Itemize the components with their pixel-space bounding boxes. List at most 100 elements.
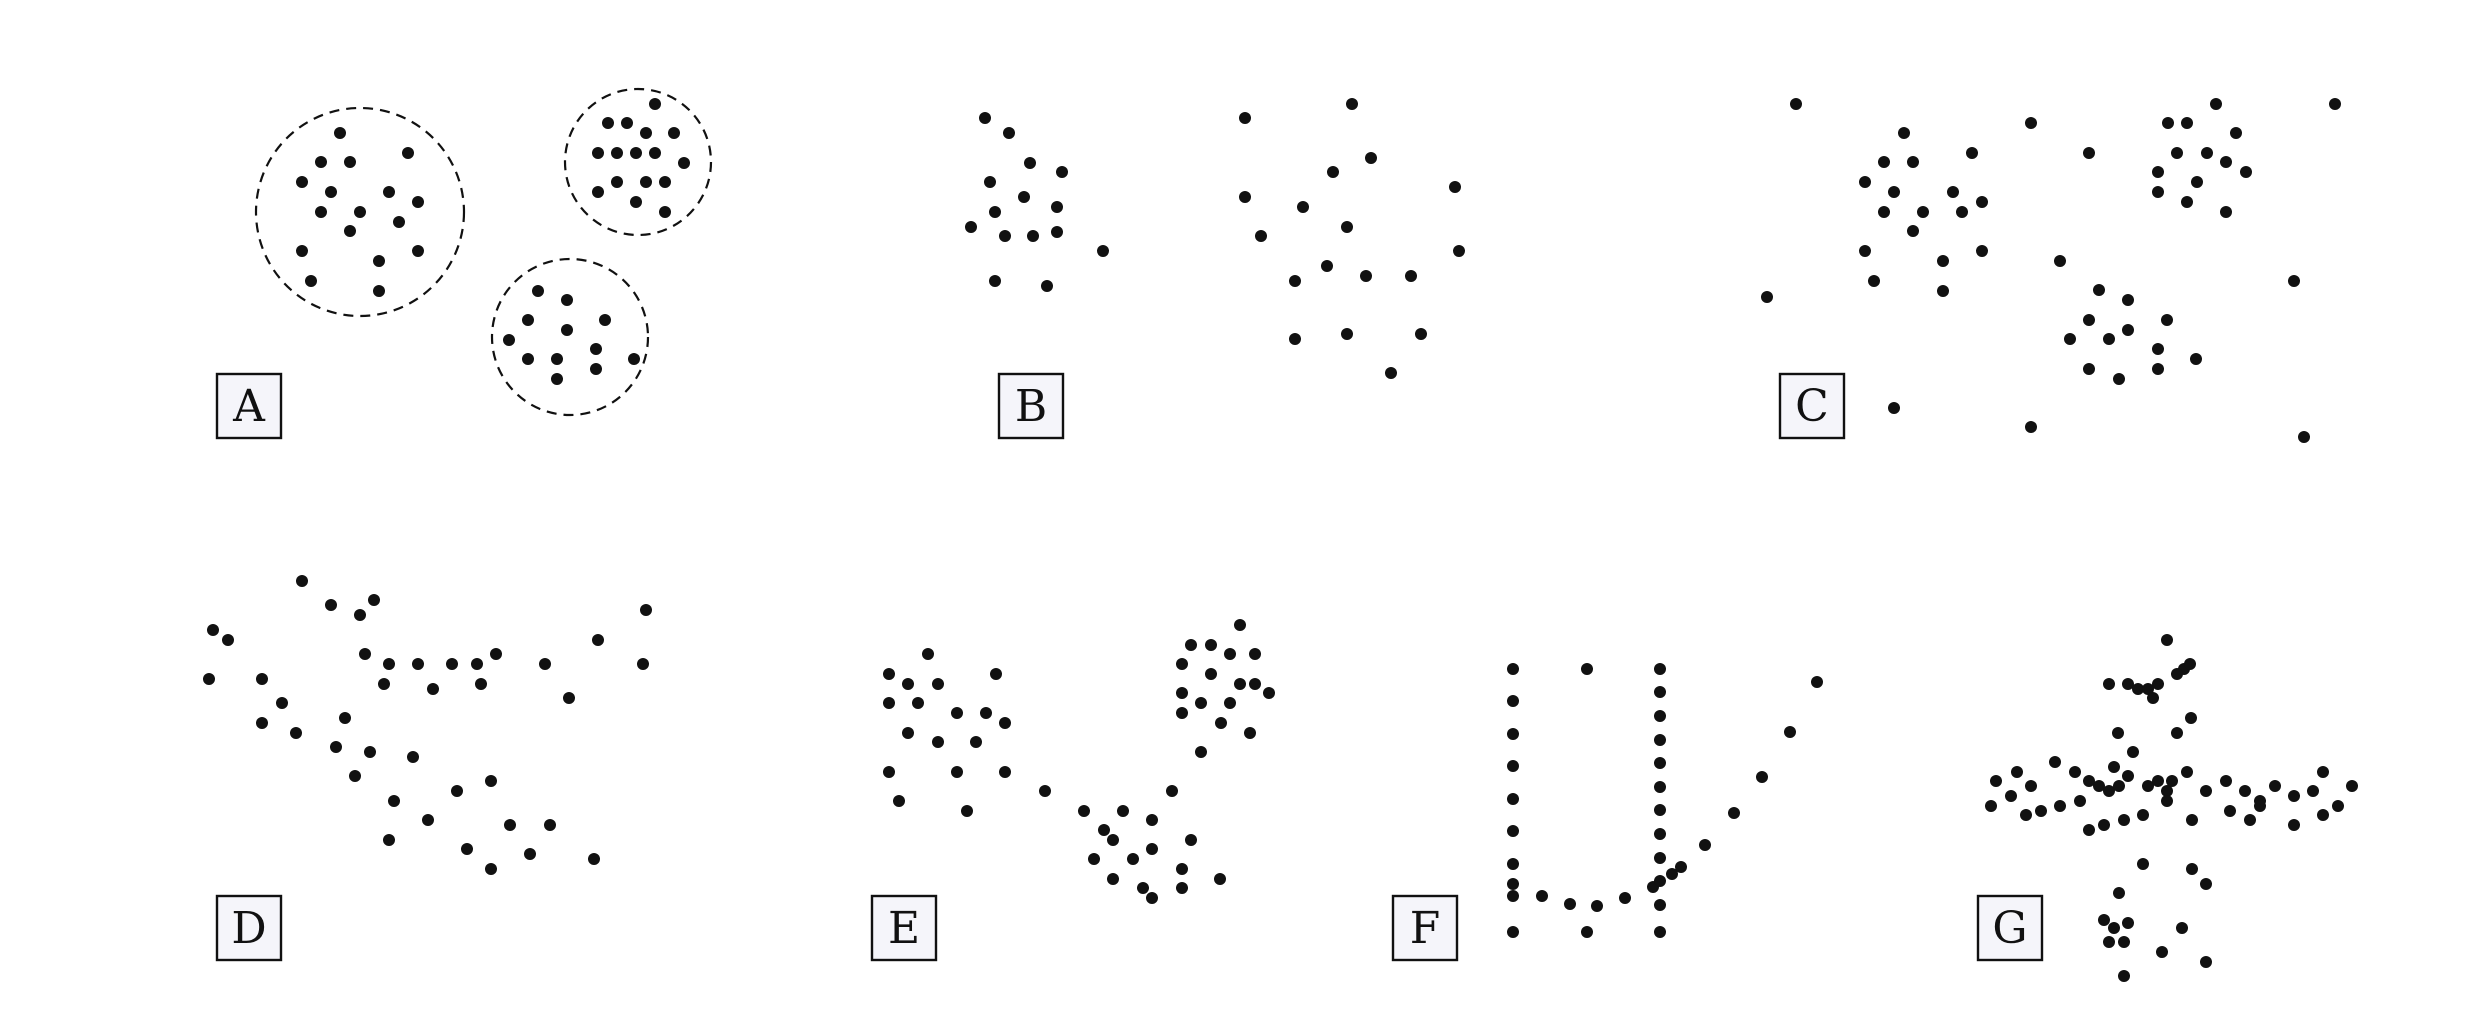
data-point [599, 314, 611, 326]
cluster-outline [490, 257, 650, 417]
data-point [354, 609, 366, 621]
panel-f: F [1391, 663, 1823, 962]
data-point [354, 206, 366, 218]
panel-label-text: B [1015, 381, 1047, 432]
data-point [2224, 805, 2236, 817]
data-point [611, 147, 623, 159]
data-point [1888, 186, 1900, 198]
data-point [1341, 221, 1353, 233]
data-point [602, 117, 614, 129]
data-point [2317, 766, 2329, 778]
data-point [2288, 819, 2300, 831]
data-point [1790, 98, 1802, 110]
panel-b-points [965, 98, 1465, 379]
data-point [1176, 658, 1188, 670]
data-point [1385, 367, 1397, 379]
data-point [2113, 780, 2125, 792]
panel-g: G [1976, 634, 2358, 982]
data-point [1654, 781, 1666, 793]
data-point [2122, 917, 2134, 929]
data-point [1654, 757, 1666, 769]
data-point [383, 186, 395, 198]
data-point [1784, 726, 1796, 738]
data-point [256, 673, 268, 685]
panel-a-points [296, 98, 690, 385]
data-point [951, 707, 963, 719]
data-point [649, 147, 661, 159]
data-point [2166, 775, 2178, 787]
data-point [2230, 127, 2242, 139]
data-point [344, 156, 356, 168]
data-point [883, 668, 895, 680]
panel-label: D [215, 894, 283, 962]
data-point [2108, 922, 2120, 934]
data-point [2171, 668, 2183, 680]
data-point [2127, 746, 2139, 758]
label-box [1976, 894, 2044, 962]
data-point [2317, 809, 2329, 821]
data-point [503, 334, 515, 346]
data-point [1239, 112, 1251, 124]
data-point [611, 176, 623, 188]
data-point [668, 127, 680, 139]
data-point [2020, 809, 2032, 821]
data-point [393, 216, 405, 228]
data-point [2103, 785, 2115, 797]
data-point [1297, 201, 1309, 213]
data-point [2093, 780, 2105, 792]
data-point [412, 658, 424, 670]
data-point [1990, 775, 2002, 787]
data-point [2152, 166, 2164, 178]
data-point [1205, 639, 1217, 651]
data-point [2142, 780, 2154, 792]
panel-f-points [1507, 663, 1823, 938]
data-point [1619, 892, 1631, 904]
data-point [2103, 678, 2115, 690]
data-point [1898, 127, 1910, 139]
data-point [364, 746, 376, 758]
panel-d-points [203, 575, 652, 875]
data-point [1176, 882, 1188, 894]
data-point [2118, 936, 2130, 948]
data-point [339, 712, 351, 724]
data-point [1321, 260, 1333, 272]
data-point [359, 648, 371, 660]
data-point [1234, 678, 1246, 690]
data-point [1453, 245, 1465, 257]
data-point [2103, 333, 2115, 345]
data-point [2288, 790, 2300, 802]
data-point [1728, 807, 1740, 819]
data-point [1907, 156, 1919, 168]
data-point [451, 785, 463, 797]
data-point [2200, 878, 2212, 890]
panel-label-text: G [1992, 903, 2027, 954]
panel-label: F [1391, 894, 1459, 962]
data-point [1507, 695, 1519, 707]
data-point [1215, 717, 1227, 729]
data-point [649, 98, 661, 110]
data-point [2083, 147, 2095, 159]
data-point [446, 658, 458, 670]
data-point [1507, 878, 1519, 890]
data-point [344, 225, 356, 237]
data-point [1507, 760, 1519, 772]
data-point [563, 692, 575, 704]
data-point [1097, 245, 1109, 257]
data-point [1185, 639, 1197, 651]
data-point [522, 353, 534, 365]
data-point [532, 285, 544, 297]
panel-c: C [1761, 98, 2341, 443]
data-point [980, 707, 992, 719]
data-point [2329, 98, 2341, 110]
data-point [1811, 676, 1823, 688]
data-point [1985, 800, 1997, 812]
data-point [2122, 770, 2134, 782]
panel-g-points [1985, 634, 2358, 982]
data-point [1415, 328, 1427, 340]
data-point [1289, 333, 1301, 345]
label-box [215, 372, 283, 440]
data-point [2184, 658, 2196, 670]
panel-label-text: D [231, 903, 266, 954]
data-point [539, 658, 551, 670]
data-point [1224, 697, 1236, 709]
